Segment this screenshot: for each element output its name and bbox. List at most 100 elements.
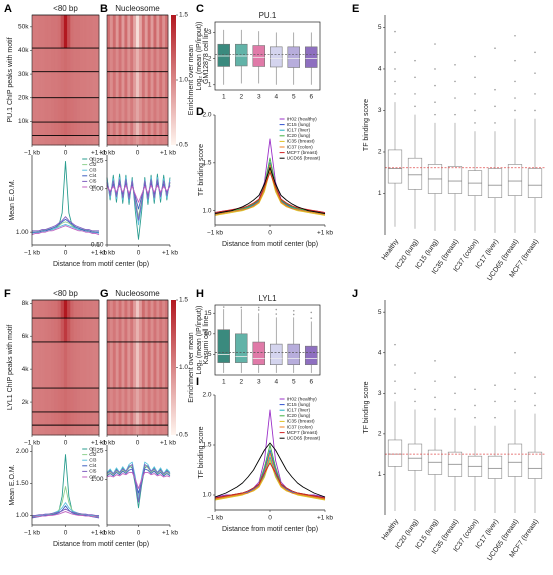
series-line [32,218,99,233]
heatmap-cell [86,341,90,389]
outlier [434,380,436,382]
heatmap-cell [63,388,68,413]
heatmap-cell [109,318,114,343]
heatmap-cell [54,318,58,343]
heatmap-cell [124,48,128,73]
heatmap-cell [118,341,122,389]
heatmap-cell [60,318,65,343]
heatmap-cell [83,300,87,319]
heatmap-cell [79,122,84,136]
heatmap-cell [141,71,146,99]
heatmap-cell [112,135,117,146]
heatmap-cell [54,411,58,426]
legend-label: IC37 (colon) [287,144,314,150]
heatmap-cell [35,341,39,389]
heatmap-cell [144,48,149,73]
heatmap-cell [138,388,143,413]
outlier [454,113,456,116]
heatmap-cell [133,411,137,426]
outlier [454,80,456,83]
outlier [394,51,396,54]
legend-label: UCD65 (breast) [287,155,321,161]
colorbar-tick-label: 0.5 [179,432,188,439]
heatmap-cell [165,97,169,123]
heatmap-cell [92,122,97,136]
x-axis-label: Distance from motif center (bp) [222,526,318,533]
heatmap-cell [67,71,71,99]
series-line [214,462,326,499]
y-tick-label: 2.0 [202,112,211,119]
outlier [514,97,516,99]
heatmap-cell [165,318,169,343]
heatmap-cell [57,97,62,123]
heatmap-cell [118,411,122,426]
heatmap-cell [109,300,114,319]
heatmap-cell [38,300,42,319]
heatmap-cell [150,48,154,73]
panel-letter: J [352,288,358,300]
heatmap-cell [41,341,46,389]
heatmap-cell [165,411,169,426]
heatmap-cell [127,388,131,413]
heatmap-cell [156,300,160,319]
x-tick-label: 1 [222,94,226,101]
heatmap-cell [47,318,52,343]
heatmap-cell [70,341,74,389]
x-tick-label: 0 [136,150,140,157]
series-line [214,171,326,214]
heatmap-cell [130,135,134,146]
heatmap-cell [130,411,134,426]
heatmap-cell [147,341,151,389]
outlier [474,388,476,391]
heatmap-cell [73,318,78,343]
heatmap-cell [57,411,62,426]
heatmap-cell [57,318,62,343]
heatmap-cell [32,300,36,319]
heatmap-cell [127,425,131,436]
heatmap-cell [138,411,143,426]
heatmap-cell [115,97,120,123]
y-tick-label: 6k [22,333,30,340]
heatmap-cell [136,425,140,436]
series-line [214,164,326,215]
heatmap-cell [76,411,81,426]
heatmap-cell [147,135,151,146]
heatmap-cell [73,341,78,389]
x-tick-label: 2 [239,94,243,101]
colorbar-tick-label: 1.0 [179,77,188,84]
heatmap-cell [121,318,125,343]
heatmap-cell [41,411,46,426]
heatmap-cell [63,48,68,73]
heatmap-cell [95,122,100,136]
heatmap-cell [127,135,131,146]
heatmap-cell [165,71,169,99]
heatmap-cell [70,411,74,426]
outlier [434,43,436,45]
heatmap-cell [150,300,154,319]
heatmap-cell [121,97,125,123]
heatmap-cell [107,300,111,319]
y-tick-label: 2k [22,399,30,406]
legend-label: MCF7 (breast) [287,150,318,156]
heatmap-cell [95,318,100,343]
heatmap-cell [107,15,111,49]
heatmap-cell [109,411,114,426]
heatmap-cell [32,411,36,426]
heatmap-cell [54,135,58,146]
heatmap-cell [76,48,81,73]
heatmap-cell [86,122,90,136]
heatmap-cell [41,135,46,146]
x-tick-label: +1 kb [160,150,176,157]
heatmap-cell [133,318,137,343]
heatmap-cell [83,318,87,343]
heatmap-cell [47,388,52,413]
heatmap-cell [112,122,117,136]
heatmap-cell [118,300,122,319]
heatmap-cell [83,341,87,389]
box [507,164,523,196]
heatmap-cell [89,300,94,319]
series-line [214,459,326,501]
heatmap-cell [47,97,52,123]
y-tick-label: 4k [22,366,30,373]
x-tick-label: Healthy [381,518,401,542]
